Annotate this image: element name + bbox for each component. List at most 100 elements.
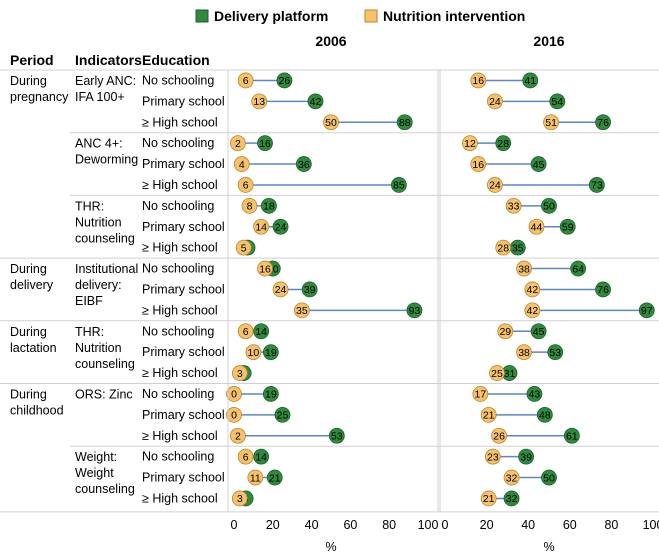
nutrition-value-label: 25 bbox=[491, 368, 503, 380]
nutrition-point bbox=[487, 177, 503, 193]
delivery-value-label: 93 bbox=[409, 305, 421, 317]
education-label: ≥ High school bbox=[142, 366, 218, 380]
indicator-label-line: delivery: bbox=[75, 278, 122, 292]
x-tick-label: 40 bbox=[521, 518, 535, 532]
delivery-point bbox=[536, 406, 553, 423]
nutrition-point bbox=[226, 386, 242, 402]
panel-header-2006: 2006 bbox=[315, 33, 346, 49]
legend-swatch-nutrition bbox=[364, 9, 378, 23]
nutrition-value-label: 51 bbox=[545, 117, 557, 129]
education-label: ≥ High school bbox=[142, 241, 218, 255]
delivery-point bbox=[547, 344, 564, 361]
delivery-value-label: 97 bbox=[641, 305, 653, 317]
x-tick-label: 80 bbox=[382, 518, 396, 532]
delivery-point bbox=[253, 323, 270, 340]
delivery-value-label: 45 bbox=[533, 326, 545, 338]
education-label: ≥ High school bbox=[142, 429, 218, 443]
nutrition-value-label: 42 bbox=[527, 284, 539, 296]
education-label: ≥ High school bbox=[142, 303, 218, 317]
delivery-value-label: 45 bbox=[533, 159, 545, 171]
period-label-line: During bbox=[10, 325, 47, 339]
nutrition-point bbox=[480, 490, 497, 507]
delivery-value-label: 85 bbox=[393, 180, 405, 192]
nutrition-point bbox=[524, 302, 541, 319]
delivery-point bbox=[253, 448, 270, 465]
delivery-point bbox=[301, 281, 318, 298]
indicator-label: ANC 4+: Deworming bbox=[75, 137, 138, 167]
delivery-value-label: 31 bbox=[504, 368, 516, 380]
period-label: During lactation bbox=[10, 325, 57, 355]
delivery-value-label: 41 bbox=[524, 75, 536, 87]
education-label: Primary school bbox=[142, 408, 225, 422]
delivery-point bbox=[563, 427, 580, 444]
nutrition-point bbox=[480, 406, 497, 423]
nutrition-value-label: 3 bbox=[237, 493, 243, 505]
nutrition-point bbox=[253, 218, 270, 235]
nutrition-point bbox=[524, 281, 541, 298]
delivery-point bbox=[274, 406, 291, 423]
delivery-value-label: 32 bbox=[506, 493, 518, 505]
nutrition-value-label: 35 bbox=[296, 305, 308, 317]
panel-header-2016: 2016 bbox=[533, 33, 564, 49]
x-tick-label: 40 bbox=[305, 518, 319, 532]
period-label-line: During bbox=[10, 262, 47, 276]
delivery-value-label: 59 bbox=[562, 221, 574, 233]
x-tick-label: 80 bbox=[604, 518, 618, 532]
nutrition-point bbox=[229, 427, 246, 444]
indicator-label-line: IFA 100+ bbox=[75, 90, 125, 104]
delivery-point bbox=[541, 469, 557, 486]
period-label: During pregnancy bbox=[10, 74, 69, 104]
education-label: ≥ High school bbox=[142, 115, 218, 129]
delivery-point bbox=[295, 156, 312, 172]
nutrition-point bbox=[472, 386, 489, 402]
delivery-point bbox=[588, 177, 605, 193]
x-tick-label: 60 bbox=[343, 518, 357, 532]
delivery-value-label: 76 bbox=[597, 117, 609, 129]
delivery-value-label: 50 bbox=[543, 201, 555, 213]
indicator-label-line: Weight bbox=[75, 466, 114, 480]
indicator-label-line: counseling bbox=[75, 482, 135, 496]
nutrition-point bbox=[489, 365, 505, 381]
delivery-value-label: 14 bbox=[255, 326, 267, 338]
delivery-point bbox=[541, 197, 557, 214]
nutrition-value-label: 44 bbox=[531, 221, 543, 233]
education-label: No schooling bbox=[142, 450, 214, 464]
x-tick-label: 0 bbox=[442, 518, 449, 532]
delivery-point bbox=[526, 386, 543, 402]
delivery-point bbox=[262, 386, 279, 402]
nutrition-point bbox=[231, 490, 248, 507]
x-tick-label: 0 bbox=[231, 518, 238, 532]
delivery-value-label: 76 bbox=[597, 284, 609, 296]
nutrition-value-label: 23 bbox=[487, 451, 499, 463]
nutrition-value-label: 42 bbox=[527, 305, 539, 317]
delivery-value-label: 19 bbox=[265, 389, 277, 401]
period-label: During childhood bbox=[10, 388, 64, 418]
nutrition-point bbox=[235, 239, 252, 256]
nutrition-value-label: 13 bbox=[253, 96, 265, 108]
column-header-education: Education bbox=[142, 52, 210, 68]
x-tick-label: 20 bbox=[480, 518, 494, 532]
nutrition-point bbox=[237, 72, 254, 89]
nutrition-point bbox=[470, 156, 487, 172]
nutrition-value-label: 0 bbox=[231, 410, 237, 422]
x-tick-label: 20 bbox=[266, 518, 280, 532]
delivery-point bbox=[549, 93, 566, 110]
delivery-point bbox=[495, 135, 512, 152]
nutrition-value-label: 21 bbox=[483, 410, 495, 422]
indicator-label: Weight: Weight counseling bbox=[75, 450, 135, 496]
education-label: Primary school bbox=[142, 94, 225, 108]
education-label: ≥ High school bbox=[142, 491, 218, 505]
indicator-label-line: Weight: bbox=[75, 450, 117, 464]
delivery-value-label: 43 bbox=[529, 389, 541, 401]
x-axis-title: % bbox=[325, 540, 336, 554]
delivery-value-label: 25 bbox=[277, 410, 289, 422]
delivery-value-label: 42 bbox=[310, 96, 322, 108]
delivery-point bbox=[595, 114, 611, 131]
period-label-line: During bbox=[10, 388, 47, 402]
nutrition-point bbox=[495, 239, 512, 256]
education-label: Primary school bbox=[142, 157, 225, 171]
education-label: No schooling bbox=[142, 73, 214, 87]
delivery-value-label: 18 bbox=[263, 201, 275, 213]
delivery-point bbox=[570, 260, 587, 277]
delivery-point bbox=[503, 490, 520, 507]
